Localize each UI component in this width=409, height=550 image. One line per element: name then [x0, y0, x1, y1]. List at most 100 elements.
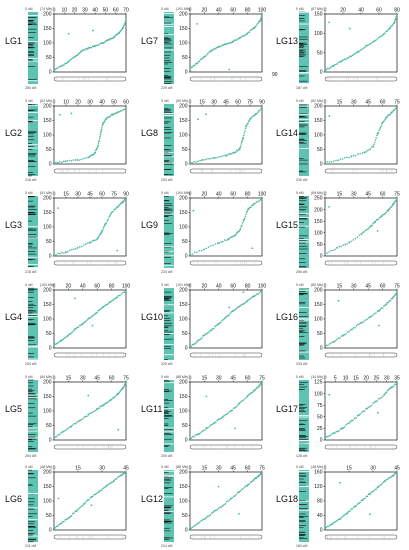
- data-point: [362, 410, 364, 412]
- data-point: [109, 482, 112, 484]
- data-point: [367, 228, 369, 230]
- anchor-point: [396, 106, 398, 109]
- data-point: [84, 502, 87, 504]
- data-point: [235, 39, 238, 42]
- y-tick-label: 50: [46, 513, 52, 519]
- data-point: [217, 418, 220, 421]
- data-point: [345, 513, 348, 515]
- data-point: [386, 30, 389, 32]
- chromosome-bar: [164, 196, 174, 268]
- anchor-point: [363, 151, 366, 154]
- data-point: [250, 392, 253, 394]
- x-tick-label: 5: [334, 376, 337, 382]
- outlier-point: [348, 27, 351, 30]
- data-point: [359, 501, 361, 504]
- y-tick-label: 150: [43, 484, 52, 490]
- data-point: [241, 488, 243, 491]
- data-point: [244, 215, 247, 218]
- data-point: [92, 239, 95, 242]
- data-point: [115, 394, 118, 397]
- data-point: [196, 433, 198, 436]
- data-point: [334, 339, 337, 342]
- data-point: [98, 137, 101, 140]
- data-point: [86, 156, 88, 159]
- data-point: [360, 49, 362, 51]
- x-tick-label: 30: [384, 376, 390, 382]
- data-point: [245, 213, 247, 216]
- y-tick-label: 50: [182, 55, 188, 61]
- anchor-point: [389, 386, 392, 389]
- data-point: [228, 499, 231, 501]
- data-point: [223, 317, 226, 320]
- data-point: [248, 483, 251, 485]
- data-point: [106, 219, 109, 222]
- data-point: [240, 225, 243, 228]
- data-point: [56, 342, 59, 344]
- data-point: [395, 292, 398, 295]
- y-tick-label: 0: [320, 254, 323, 260]
- data-point: [368, 149, 370, 151]
- anchor-point: [227, 238, 229, 241]
- plot-frame: [53, 381, 127, 441]
- x-tick-label: 60: [109, 376, 115, 382]
- data-point: [55, 343, 58, 345]
- data-point: [207, 246, 210, 248]
- data-point: [379, 397, 381, 400]
- anchor-point: [189, 161, 191, 164]
- data-point: [76, 54, 79, 57]
- data-point: [247, 122, 249, 125]
- y-tick-label: 150: [314, 12, 323, 18]
- outlier-point: [328, 206, 330, 208]
- data-point: [196, 523, 198, 526]
- data-point: [116, 33, 119, 36]
- data-point: [385, 211, 387, 214]
- anchor-point: [333, 340, 335, 343]
- data-point: [358, 234, 361, 236]
- data-point: [380, 35, 383, 37]
- chromosome-bar: [299, 470, 309, 542]
- data-point: [385, 479, 388, 481]
- data-point: [205, 333, 208, 335]
- data-point: [345, 424, 347, 426]
- anchor-point: [324, 69, 326, 72]
- data-point: [336, 430, 339, 433]
- physical-map-bar: [324, 444, 398, 450]
- x-tick-label: 30: [82, 8, 88, 14]
- y-tick-label: 200: [314, 207, 323, 213]
- data-point: [73, 512, 75, 514]
- data-point: [352, 327, 355, 329]
- x-tick-label: 90: [123, 192, 129, 198]
- data-point: [107, 401, 110, 403]
- data-point: [380, 396, 383, 399]
- data-point: [79, 51, 82, 54]
- data-point: [116, 476, 119, 479]
- plot-frame: [324, 197, 398, 257]
- y-tick-label: 50: [182, 513, 188, 519]
- x-tick-label: 15: [75, 466, 81, 472]
- data-point: [235, 405, 238, 408]
- data-point: [389, 476, 391, 479]
- mb-label: (84 Mb): [40, 375, 52, 379]
- data-point: [243, 398, 246, 400]
- outlier-point: [192, 209, 195, 212]
- x-tick-label: 0: [53, 100, 56, 106]
- data-point: [80, 245, 83, 248]
- data-point: [70, 332, 73, 334]
- data-point: [63, 252, 65, 254]
- anchor-point: [221, 504, 224, 507]
- chromosome-bar: [164, 288, 174, 360]
- y-tick-label: 200: [43, 288, 52, 294]
- anchor-point: [391, 297, 394, 300]
- data-point: [226, 413, 228, 416]
- data-point: [327, 344, 329, 347]
- x-tick-label: 0: [189, 376, 192, 382]
- bottom-cm-label: 230 cM: [296, 178, 308, 182]
- data-point: [357, 323, 359, 326]
- data-point: [371, 146, 373, 148]
- data-point: [69, 249, 71, 252]
- data-point: [351, 54, 354, 57]
- anchor-point: [116, 205, 119, 208]
